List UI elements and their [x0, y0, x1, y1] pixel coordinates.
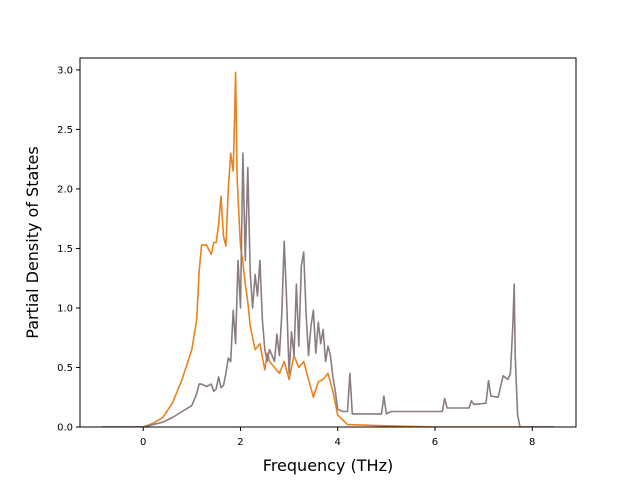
x-tick-label: 8 [529, 437, 535, 448]
y-axis-label: Partial Density of States [23, 146, 42, 338]
y-tick-label: 0.5 [57, 363, 73, 374]
series-line-2 [101, 152, 555, 427]
y-tick-label: 1.0 [57, 303, 73, 314]
y-tick-label: 2.0 [57, 184, 73, 195]
y-tick-label: 2.5 [57, 125, 73, 136]
y-tick-label: 0.0 [57, 423, 73, 434]
y-axis: 0.0 0.5 1.0 1.5 2.0 2.5 3.0 [57, 65, 80, 434]
plot-frame [79, 57, 577, 428]
series-layer [101, 71, 555, 427]
x-tick-label: 0 [140, 437, 146, 448]
series-line-1 [101, 71, 555, 427]
x-axis: 0 2 4 6 8 [140, 427, 535, 448]
y-tick-label: 3.0 [57, 65, 73, 76]
x-tick-label: 6 [432, 437, 438, 448]
x-tick-label: 2 [237, 437, 243, 448]
y-tick-label: 1.5 [57, 244, 73, 255]
x-axis-label: Frequency (THz) [263, 456, 393, 475]
x-tick-label: 4 [335, 437, 341, 448]
